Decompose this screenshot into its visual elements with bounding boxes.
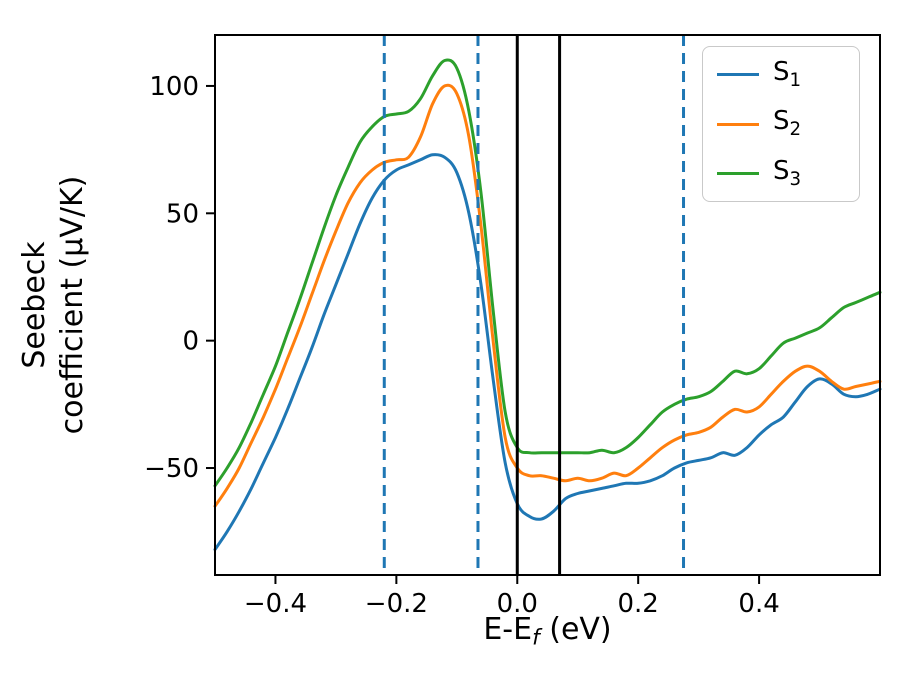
y-tick-label: 100	[149, 72, 199, 102]
legend: S1 S2 S3	[702, 46, 860, 203]
x-axis-label-main: E-E	[483, 612, 533, 647]
curve-s1	[213, 153, 882, 551]
legend-label-s1: S1	[773, 57, 802, 92]
x-tick-label: 0.0	[497, 589, 538, 619]
y-tick-label: −50	[144, 454, 199, 484]
legend-label-s2: S2	[773, 106, 802, 141]
reference-vlines	[382, 35, 686, 575]
x-tick-label: −0.2	[365, 589, 428, 619]
curves	[213, 58, 882, 551]
curve-s3	[213, 58, 882, 488]
y-tick-label: 0	[182, 327, 199, 357]
legend-item-s2: S2	[717, 108, 845, 139]
y-axis-label: Seebeck coefficient (μV/K)	[17, 176, 90, 435]
legend-line-s2	[717, 122, 759, 126]
curve-s2	[213, 83, 882, 508]
x-axis-label-unit: (eV)	[539, 612, 612, 647]
y-axis-label-line2: coefficient (μV/K)	[55, 176, 90, 435]
legend-item-s3: S3	[717, 158, 845, 189]
x-tick-label: 0.2	[618, 589, 659, 619]
ticks: −0.4 −0.2 0.0 0.2 0.4 −50 0 50 100	[144, 72, 780, 619]
x-tick-label: 0.4	[738, 589, 779, 619]
x-axis-label-subscript: f	[532, 625, 540, 651]
legend-line-s1	[717, 73, 759, 77]
legend-item-s1: S1	[717, 59, 845, 90]
axes	[214, 34, 881, 576]
legend-label-s3: S3	[773, 155, 802, 190]
x-tick-label: −0.4	[244, 589, 307, 619]
y-axis-label-line1: Seebeck	[17, 241, 52, 369]
y-tick-label: 50	[166, 199, 199, 229]
legend-line-s3	[717, 171, 759, 175]
plot-border	[214, 34, 881, 576]
x-axis-label: E-Ef (eV)	[215, 612, 880, 650]
